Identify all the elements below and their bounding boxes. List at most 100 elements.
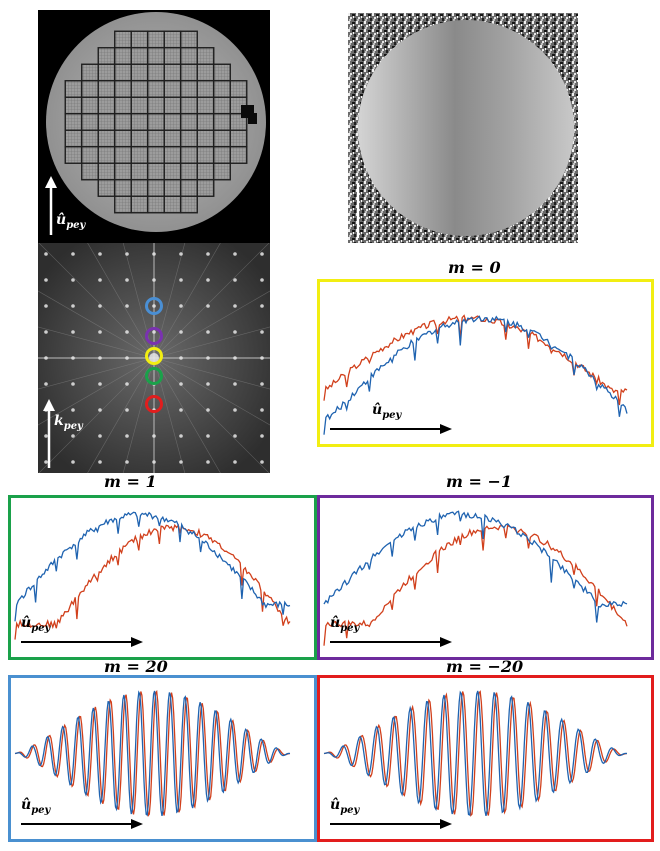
- series-red: [14, 689, 291, 818]
- fft-peak: [44, 434, 48, 438]
- fft-peak: [179, 356, 183, 360]
- fft-streak: [38, 357, 155, 473]
- arrow-head-icon: [131, 637, 143, 647]
- fft-streak: [38, 357, 155, 390]
- fft-peak: [152, 304, 156, 308]
- fft-peak: [260, 252, 264, 256]
- fft-peak: [260, 460, 264, 464]
- series-red: [323, 524, 628, 646]
- wafer-die: [229, 146, 248, 164]
- fft-peak: [206, 382, 210, 386]
- plot-m-1: ûpey: [317, 495, 654, 660]
- fft-peak: [98, 382, 102, 386]
- phase-disc: [358, 20, 574, 236]
- wafer-die: [213, 162, 231, 181]
- fft-peak: [179, 408, 183, 412]
- fft-peak: [125, 356, 129, 360]
- fft-peak: [71, 408, 75, 412]
- fft-peak: [152, 460, 156, 464]
- fft-peak: [71, 330, 75, 334]
- fft-streak: [153, 243, 221, 359]
- series-red: [323, 314, 628, 406]
- fft-peak: [152, 278, 156, 282]
- series-red: [14, 523, 291, 640]
- plot-svg: [323, 510, 628, 647]
- plot-m0: ûpey: [317, 279, 654, 447]
- series-blue: [14, 511, 291, 622]
- plot-svg: [323, 690, 628, 829]
- fft-peak: [125, 252, 129, 256]
- fft-peak: [179, 304, 183, 308]
- fft-streak: [153, 357, 270, 390]
- series-blue: [323, 315, 628, 435]
- fft-peak: [98, 330, 102, 334]
- fft-peak: [179, 460, 183, 464]
- fft-peak: [179, 330, 183, 334]
- fft-peak: [233, 278, 237, 282]
- fft-peak: [233, 356, 237, 360]
- plot-svg: [14, 689, 291, 829]
- fft-peak: [206, 304, 210, 308]
- fft-streak: [122, 357, 155, 473]
- fft-peak: [98, 434, 102, 438]
- fft-peak: [71, 434, 75, 438]
- wafer-die: [180, 195, 198, 214]
- fft-peak: [152, 252, 156, 256]
- fft-streak: [122, 243, 155, 359]
- fft-peak: [125, 434, 129, 438]
- plot-svg: [323, 314, 628, 435]
- fft-streak: [153, 357, 270, 426]
- plot-title-m-20: m = −20: [446, 657, 524, 676]
- fft-streak: [38, 357, 155, 426]
- fft-streak: [87, 243, 155, 359]
- fft-peak: [233, 408, 237, 412]
- fft-peak: [233, 252, 237, 256]
- fft-marker-blue: [145, 297, 163, 315]
- fft-peak: [44, 382, 48, 386]
- plot-title-m0: m = 0: [448, 258, 501, 277]
- fft-peak: [44, 330, 48, 334]
- fft-streak: [153, 290, 270, 359]
- fft-marker-red: [145, 395, 163, 413]
- fft-image: kpey: [38, 243, 270, 473]
- fft-streak: [153, 243, 186, 359]
- fft-peak: [44, 460, 48, 464]
- fft-peak: [179, 382, 183, 386]
- arrow-head-icon: [440, 424, 452, 434]
- fft-marker-purple: [145, 327, 163, 345]
- series-blue: [14, 690, 291, 817]
- fft-peak: [260, 330, 264, 334]
- u-pey-label: ûpey: [330, 797, 360, 816]
- plot-title-m-1: m = −1: [446, 472, 513, 491]
- u-pey-label: ûpey: [372, 402, 402, 421]
- fft-streak: [38, 326, 155, 359]
- u-pey-label: ûpey: [21, 615, 51, 634]
- fft-peak: [149, 353, 159, 363]
- fft-peak: [206, 408, 210, 412]
- fft-streak: [153, 326, 270, 359]
- fft-peak: [125, 460, 129, 464]
- fft-peak: [71, 304, 75, 308]
- plot-title-m1: m = 1: [104, 472, 157, 491]
- fft-peak: [179, 278, 183, 282]
- fft-streak: [153, 357, 270, 473]
- k-arrow-head-icon: [43, 399, 55, 411]
- fft-peak: [125, 304, 129, 308]
- series-red: [323, 690, 628, 817]
- fft-peak: [233, 382, 237, 386]
- fft-peak: [260, 304, 264, 308]
- u-pey-label: ûpey: [21, 797, 51, 816]
- fft-peaks: [44, 252, 264, 464]
- fft-peak: [260, 382, 264, 386]
- series-blue: [323, 690, 628, 817]
- fft-peak: [233, 460, 237, 464]
- fft-peak: [206, 434, 210, 438]
- fft-peak: [44, 356, 48, 360]
- fft-peak: [98, 278, 102, 282]
- fft-peak: [152, 330, 156, 334]
- fft-peak: [98, 460, 102, 464]
- fft-peak: [98, 408, 102, 412]
- fft-peak: [44, 252, 48, 256]
- fft-peak: [125, 278, 129, 282]
- arrow-head-icon: [131, 819, 143, 829]
